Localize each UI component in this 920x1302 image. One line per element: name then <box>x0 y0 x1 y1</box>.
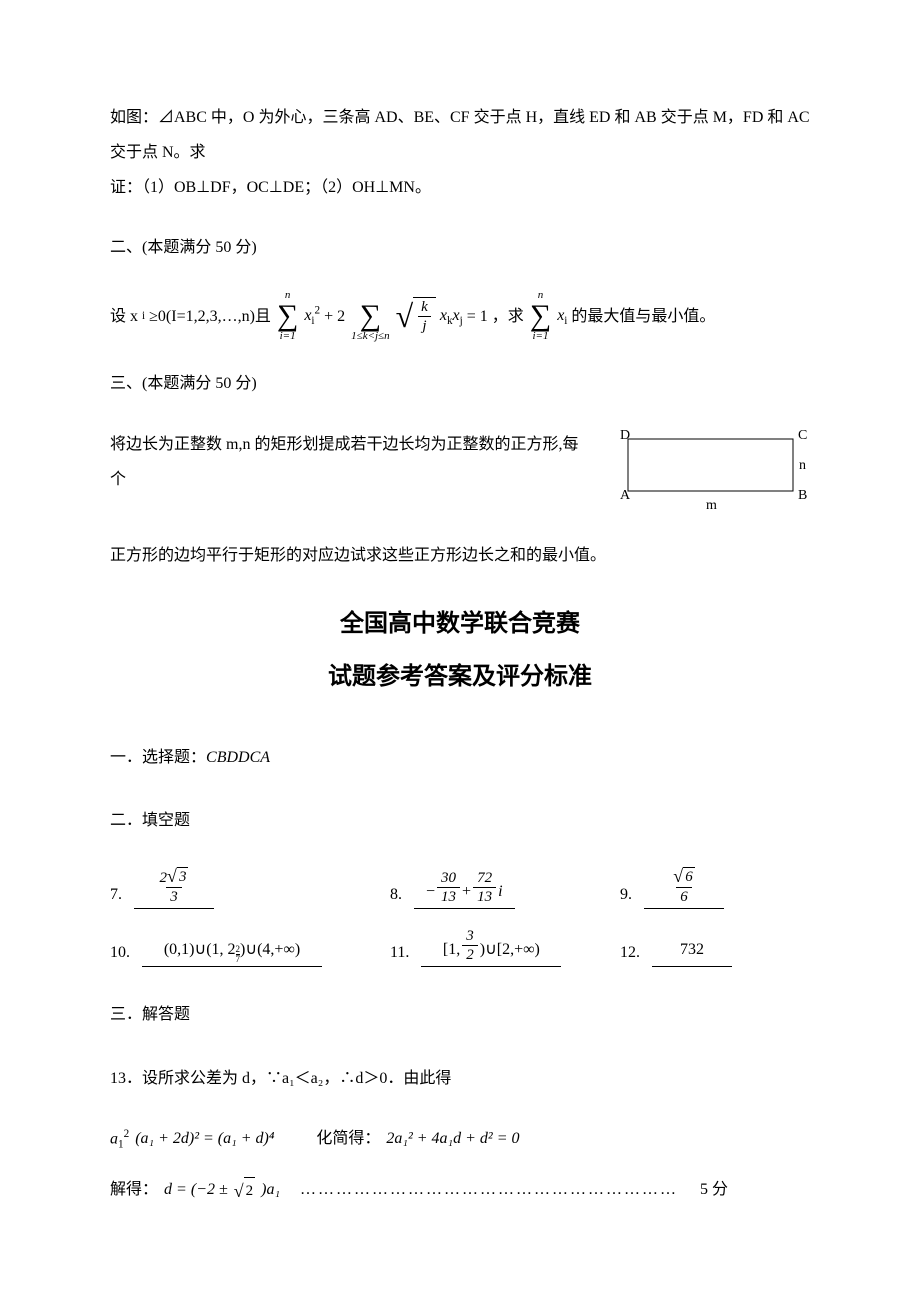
p2-sum1: n ∑ i=1 <box>277 290 298 342</box>
problem3-line2: 正方形的边均平行于矩形的对应边试求这些正方形边长之和的最小值。 <box>110 538 810 573</box>
p2-sub-i: i <box>142 304 145 329</box>
ans-row-1: 7. 2√3 3 8. − 30 13 + 72 13 i 9. <box>110 866 810 910</box>
problem3-figure: D C A B m n <box>610 427 810 528</box>
ans10: 10. (0,1) ∪ (1, 227) ∪ (4,+∞) <box>110 936 390 968</box>
q13-eq1: a12 (a₁ + 2d)² = (a₁ + d)⁴ 化简得： 2a₁² + 4… <box>110 1124 810 1155</box>
ans10-blank: (0,1) ∪ (1, 227) ∪ (4,+∞) <box>142 936 322 968</box>
q13-rhs: 2a₁² + 4a₁d + d² = 0 <box>386 1125 519 1154</box>
title-block: 全国高中数学联合竞赛 试题参考答案及评分标准 <box>110 603 810 699</box>
q13-solve-pref: 解得： <box>110 1176 158 1205</box>
p2-eq1: = 1 <box>467 299 488 334</box>
q13-solve-d: d = (−2 ± <box>164 1176 228 1205</box>
q13-solve-tail: )a₁ <box>261 1176 280 1205</box>
ans12-blank: 732 <box>652 936 732 968</box>
p2-sum3: n ∑ i=1 <box>530 290 551 342</box>
problem1-text: 如图：⊿ABC 中，O 为外心，三条高 AD、BE、CF 交于点 H，直线 ED… <box>110 100 810 206</box>
problem2-body: 设 xi ≥0(I=1,2,3,…,n)且 n ∑ i=1 xi2 + 2 ∑ … <box>110 290 810 342</box>
ans-fill-head: 二．填空题 <box>110 803 810 838</box>
ans12: 12. 732 <box>620 936 732 968</box>
p2-xi2: xi2 <box>304 298 320 334</box>
q13-eq1-text: (a₁ + 2d)² = (a₁ + d)⁴ <box>135 1125 274 1154</box>
problem1-line2: 证：（1）OB⊥DF，OC⊥DE；（2）OH⊥MN。 <box>110 179 431 196</box>
ans-choice-head: 一．选择题： <box>110 749 206 766</box>
ans8-blank: − 30 13 + 72 13 i <box>414 869 515 909</box>
ans-choice: 一．选择题：CBDDCA <box>110 740 810 775</box>
q13-score: 5 分 <box>700 1176 728 1205</box>
p2-comma: ，求 <box>492 299 524 334</box>
p2-plus: + 2 <box>324 299 345 334</box>
svg-text:m: m <box>706 498 717 513</box>
ans11: 11. [1, 3 2 ) ∪ [2,+∞) <box>390 927 620 967</box>
q13-dots: ……………………………………………………… <box>300 1176 678 1205</box>
p2-xkxj: xkxj <box>440 298 463 334</box>
svg-text:A: A <box>620 488 631 503</box>
q13-mid: 化简得： <box>316 1125 380 1154</box>
ans7: 7. 2√3 3 <box>110 866 390 910</box>
ans-solve-head: 三．解答题 <box>110 997 810 1032</box>
problem1-line1: 如图：⊿ABC 中，O 为外心，三条高 AD、BE、CF 交于点 H，直线 ED… <box>110 109 810 161</box>
p2-tail: 的最大值与最小值。 <box>571 299 715 334</box>
q13-line1: 13．设所求公差为 d，∵a₁＜a₂，∴d＞0．由此得 <box>110 1061 810 1096</box>
q13-solve: 解得： d = (−2 ± √2 )a₁ …………………………………………………… <box>110 1175 810 1207</box>
p2-cond: ≥0(I=1,2,3,…,n)且 <box>149 299 271 334</box>
svg-text:D: D <box>620 428 630 443</box>
ans11-blank: [1, 3 2 ) ∪ [2,+∞) <box>421 927 561 967</box>
svg-text:B: B <box>798 488 807 503</box>
p2-sqrt: √ k j <box>396 297 436 335</box>
p2-prefix: 设 x <box>110 299 138 334</box>
svg-text:n: n <box>799 458 806 473</box>
problem2-head: 二、(本题满分 50 分) <box>110 234 810 263</box>
ans8: 8. − 30 13 + 72 13 i <box>390 869 620 909</box>
p2-xi: xi <box>557 298 567 334</box>
ans7-blank: 2√3 3 <box>134 866 214 910</box>
ans-row-2: 10. (0,1) ∪ (1, 227) ∪ (4,+∞) 11. [1, 3 … <box>110 927 810 967</box>
p2-sum2: ∑ 1≤k<j≤n <box>351 290 389 342</box>
ans-choice-letters: CBDDCA <box>206 749 270 766</box>
title-line2: 试题参考答案及评分标准 <box>110 656 810 699</box>
svg-text:C: C <box>798 428 807 443</box>
title-line1: 全国高中数学联合竞赛 <box>110 603 810 646</box>
ans9: 9. √6 6 <box>620 866 724 910</box>
ans9-blank: √6 6 <box>644 866 724 910</box>
problem3-head: 三、(本题满分 50 分) <box>110 370 810 399</box>
